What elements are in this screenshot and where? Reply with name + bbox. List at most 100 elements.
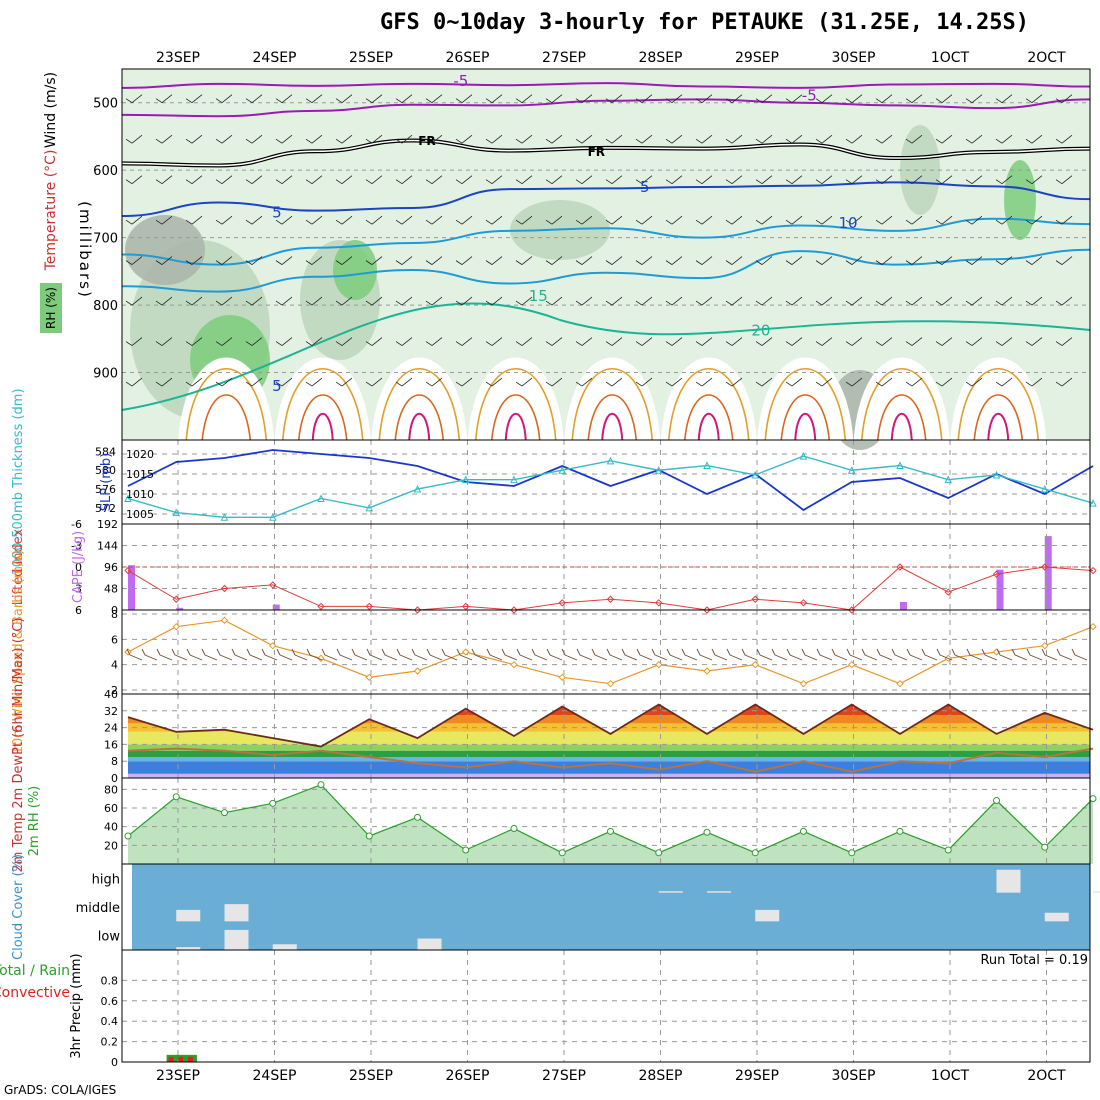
- cloud-bar: [176, 909, 201, 922]
- x-tick-label-bottom: 29SEP: [735, 1068, 779, 1084]
- wind-barb: [335, 296, 353, 306]
- wind-barb: [545, 215, 563, 225]
- wind-speed-point: [558, 673, 566, 682]
- rh-point: [221, 809, 228, 817]
- x-tick-label-bottom: 2OCT: [1027, 1068, 1066, 1084]
- wind-barb: [725, 134, 743, 144]
- wind-barb-10m: [891, 648, 908, 661]
- wind-barb: [575, 296, 593, 306]
- x-tick-label-top: 2OCT: [1027, 50, 1066, 66]
- y-tick-label: 48: [104, 583, 118, 596]
- thickness-point: [220, 513, 229, 521]
- wind-barb: [725, 256, 743, 265]
- wind-barb: [275, 175, 293, 185]
- wind-barb: [965, 256, 983, 265]
- wind-barb: [695, 215, 713, 225]
- thickness-point: [317, 494, 325, 502]
- cape-bar: [272, 604, 280, 610]
- wind-barb: [215, 94, 233, 104]
- y-tick-label: 1005: [126, 508, 154, 521]
- wind-barb-10m: [906, 648, 923, 661]
- wind-speed-point: [317, 654, 325, 663]
- x-tick-label-top: 23SEP: [156, 50, 200, 66]
- wind-barb-10m: [516, 648, 533, 661]
- wind-barb: [455, 377, 473, 387]
- wind-barb: [305, 377, 323, 387]
- isotherm-35: [794, 412, 817, 441]
- y-tick-label: 20: [104, 839, 118, 852]
- y-axis-label-right: CAPE (J/kg): [71, 531, 86, 603]
- wind-speed-point: [269, 641, 277, 650]
- wind-barb-10m: [1056, 648, 1073, 661]
- wind-barb: [665, 175, 683, 185]
- y-tick-label: 0.4: [101, 1015, 119, 1028]
- wind-barb: [905, 175, 923, 185]
- wind-barb: [875, 175, 893, 185]
- wind-barb: [1025, 175, 1043, 185]
- wind-barb: [635, 215, 653, 225]
- isotherm-30: [876, 394, 927, 441]
- legend-temperature: Temperature (°C): [43, 150, 59, 272]
- x-tick-label-top: 27SEP: [542, 50, 586, 66]
- rh-point: [800, 827, 807, 835]
- wind-barb: [365, 215, 383, 225]
- thickness-point: [124, 494, 132, 502]
- wind-barb: [365, 337, 383, 346]
- wind-barb-10m: [561, 648, 578, 661]
- wind-barb: [275, 377, 293, 387]
- isotherm-35: [601, 412, 624, 441]
- x-tick-label-top: 1OCT: [931, 50, 970, 66]
- wind-barb: [245, 256, 263, 265]
- wind-barb: [545, 175, 563, 185]
- y-tick-label: 800: [93, 299, 118, 314]
- wind-barb: [335, 337, 353, 346]
- wind-barb: [335, 175, 353, 185]
- wind-barb: [605, 296, 623, 306]
- y-tick-label: -6: [71, 518, 82, 531]
- wind-barb-10m: [501, 648, 518, 661]
- isotherm-line: [121, 181, 1091, 218]
- run-total-annotation: Run Total = 0.19: [980, 953, 1088, 968]
- wind-barb: [785, 296, 803, 306]
- wind-barb: [665, 377, 683, 387]
- wind-barb-10m: [741, 648, 758, 661]
- y-tick-label: 3: [75, 583, 82, 596]
- wind-barb: [125, 377, 143, 387]
- precip-convective-bar: [168, 1056, 174, 1062]
- wind-barb: [155, 377, 173, 387]
- warm-dome: [178, 357, 275, 440]
- wind-barb: [815, 256, 833, 265]
- wind-barb: [455, 94, 473, 104]
- y-tick-label: 0: [75, 561, 82, 574]
- wind-barb: [275, 94, 293, 104]
- wind-barb: [905, 215, 923, 225]
- wind-barb: [905, 296, 923, 306]
- wind-barb-10m: [666, 648, 683, 661]
- y-tick-label: 576: [95, 483, 116, 496]
- wind-barb: [635, 175, 653, 185]
- wind-barb: [455, 296, 473, 306]
- wind-barb: [755, 175, 773, 185]
- wind-barb: [935, 256, 953, 265]
- y-tick-label: 60: [104, 802, 118, 815]
- thickness-point: [268, 513, 277, 521]
- cloud-bar: [272, 944, 297, 950]
- wind-barb: [335, 134, 353, 144]
- y-tick-label: 8: [111, 755, 118, 768]
- y-tick-label: 0: [111, 1056, 118, 1069]
- isotherm-25: [474, 367, 557, 441]
- temperature-band: [128, 750, 1090, 757]
- wind-barb: [245, 175, 263, 185]
- wind-barb-10m: [966, 648, 983, 661]
- wind-barb-10m: [141, 648, 158, 661]
- rh-point: [848, 849, 856, 857]
- contour-label: 15: [529, 287, 548, 305]
- wind-barb: [875, 256, 893, 265]
- cape-bar: [900, 601, 907, 610]
- wind-barb: [155, 215, 173, 225]
- rh-point: [558, 849, 566, 857]
- wind-barb: [785, 94, 803, 104]
- cloud-bar: [1044, 912, 1069, 922]
- y-tick-label: 580: [95, 464, 116, 477]
